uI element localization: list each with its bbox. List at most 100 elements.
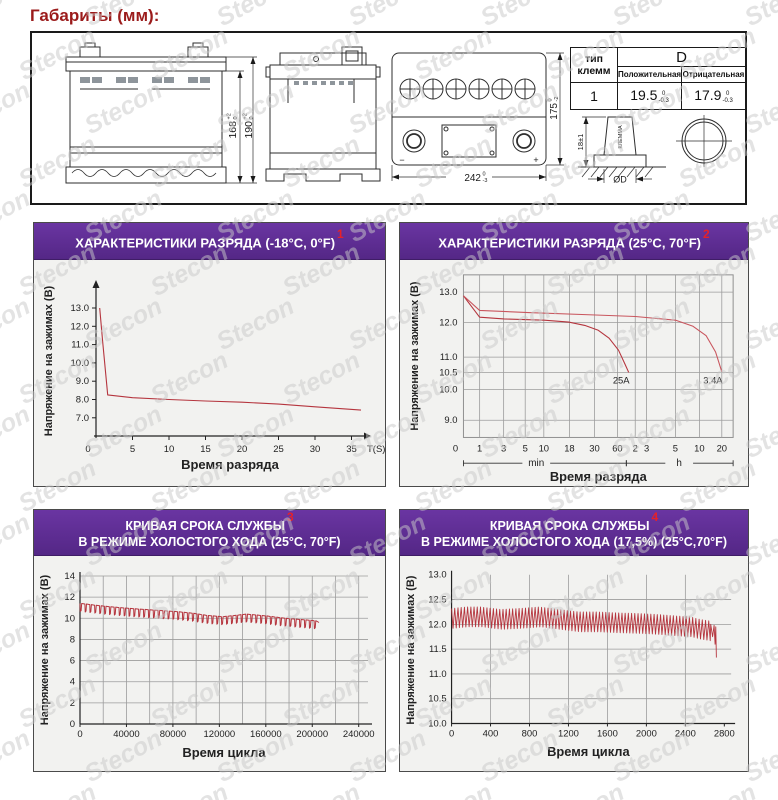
dim-175: 175 0 -2	[548, 97, 561, 120]
negative-tol-top: 0	[725, 91, 730, 98]
negative-terminal-mark: −	[399, 155, 404, 165]
unit-label: h	[676, 458, 682, 469]
tick-label: 35	[346, 444, 357, 455]
tick-label: 30	[310, 444, 321, 455]
tick-label: 12.0	[439, 317, 457, 328]
terminal-type-header: тип клемм	[570, 47, 618, 83]
chart-header-4: КРИВАЯ СРОКА СЛУЖБЫ4 В РЕЖИМЕ ХОЛОСТОГО …	[400, 510, 748, 556]
tick-label: 9.0	[76, 376, 89, 387]
chart-box-discharge-warm: ХАРАКТЕРИСТИКИ РАЗРЯДА (25°C, 70°F)2 13.…	[399, 222, 749, 487]
tick-label: 12.5	[428, 594, 446, 605]
dim-190-value: 190	[243, 121, 255, 139]
y-axis-arrow	[92, 280, 100, 288]
dim-242-tol-top: 0	[483, 172, 486, 178]
tick-label: 10	[694, 442, 704, 453]
dim-190: 190 +2 0	[243, 113, 256, 138]
watermark-text: Stecon	[740, 0, 778, 32]
series-label: 3.4A	[703, 374, 723, 385]
battery-end-view-drawing	[265, 46, 381, 182]
dim-242-tol-bot: -3	[483, 178, 488, 184]
post-label: КЛЕММА	[618, 125, 624, 149]
tick-label: 20	[717, 442, 727, 453]
tick-label: 13.0	[439, 286, 457, 297]
positive-diameter-value: 19.5 0 -0.3	[617, 82, 682, 110]
dim-168-tol-bot: 0	[233, 116, 239, 119]
x-axis-title: Время цикла	[547, 744, 630, 759]
chart-svg-discharge-cold: 13.0 12.0 11.0 10.0 9.0 8.0 7.0 5 10 15 20 25 30 35 0 T…	[43, 280, 385, 472]
tick-label: 10.0	[428, 717, 446, 728]
negative-diameter-number: 17.9	[694, 87, 722, 104]
tick-label: 12.0	[71, 321, 90, 332]
tick-label: 11.5	[429, 643, 447, 654]
plot-frame	[462, 274, 734, 438]
tick-label: 20	[237, 444, 248, 455]
tick-label: 3	[501, 442, 506, 453]
watermark-text: Stecon	[146, 778, 233, 800]
x-axis-arrow	[364, 432, 371, 440]
data-curve	[79, 603, 320, 630]
vent-slots	[80, 77, 210, 83]
tick-label: 30	[589, 442, 599, 453]
positive-tol-bot: -0.3	[658, 98, 669, 104]
dim-18-value: 18±1	[576, 134, 585, 151]
tick-label: 1600	[597, 727, 618, 738]
tick-label: 200000	[296, 729, 328, 740]
tick-label: 25	[273, 444, 284, 455]
tick-label: 11.0	[429, 668, 447, 679]
tick-label: 13.0	[71, 303, 90, 314]
negative-tol-bot: -0.3	[722, 98, 733, 104]
x-axis-title: Время разряда	[550, 469, 648, 484]
chart-title-2-text: ХАРАКТЕРИСТИКИ РАЗРЯДА (25°C, 70°F)	[438, 235, 701, 251]
dim-175-tol-top: 0	[548, 98, 554, 101]
negative-column-header: Отрицательная	[681, 66, 746, 83]
tick-label: 12.0	[428, 618, 446, 629]
tick-label: 10.5	[428, 693, 446, 704]
unit-label: min	[528, 458, 544, 469]
chart-title-4-text: КРИВАЯ СРОКА СЛУЖБЫ	[489, 519, 650, 534]
tick-label: 120000	[204, 729, 236, 740]
tick-label: 5	[673, 442, 678, 453]
tick-label: 2	[633, 442, 638, 453]
watermark-text: Stecon	[344, 0, 431, 32]
dim-190-tol-top: +2	[243, 113, 249, 119]
dim-168: 168 +2 0	[227, 113, 240, 138]
page-title: Габариты (мм):	[30, 6, 160, 25]
tick-label: 1200	[558, 727, 579, 738]
chart-box-discharge-cold: ХАРАКТЕРИСТИКИ РАЗРЯДА (-18°C, 0°F)1 13.…	[33, 222, 386, 487]
positive-tolerance: 0 -0.3	[658, 91, 668, 104]
data-curve	[463, 295, 630, 373]
chart-box-service-life-175: КРИВАЯ СРОКА СЛУЖБЫ4 В РЕЖИМЕ ХОЛОСТОГО …	[399, 509, 749, 772]
tick-label: 8	[70, 634, 75, 645]
y-axis-title: Напряжение на зажимах (В)	[405, 575, 417, 724]
tick-label: 240000	[343, 729, 375, 740]
tick-label: 5	[523, 442, 528, 453]
chart-box-service-life: КРИВАЯ СРОКА СЛУЖБЫ3 В РЕЖИМЕ ХОЛОСТОГО …	[33, 509, 386, 772]
tick-label: 18	[564, 442, 574, 453]
tick-label: 4	[70, 677, 75, 688]
tick-label: 10.5	[439, 366, 457, 377]
chart-svg-service-life: 0 40000 80000 120000 160000 200000 240000 0 2 4 6 8…	[39, 571, 375, 760]
x-axis-title: Время цикла	[182, 745, 266, 760]
tick-label: 2000	[636, 727, 657, 738]
terminal-detail-drawing: 18±1 ØD КЛЕММА	[576, 115, 732, 185]
tick-label: 80000	[160, 729, 186, 740]
dim-242: 242 0 -3	[464, 172, 487, 185]
chart-ref-2: 2	[702, 226, 710, 241]
tick-label: 2800	[714, 727, 735, 738]
dim-18: 18±1	[576, 134, 585, 151]
dim-diameter-value: ØD	[613, 175, 627, 185]
chart-subtitle-4: В РЕЖИМЕ ХОЛОСТОГО ХОДА (17,5%) (25°C,70…	[421, 535, 727, 550]
tick-label: 12	[64, 592, 75, 603]
dimensions-panel: 168 +2 0 190 +2 0	[30, 31, 747, 205]
data-curve	[463, 295, 723, 372]
dim-242-value: 242	[464, 173, 481, 184]
watermark-text: Stecon	[0, 508, 35, 572]
tick-label: 10	[164, 444, 175, 455]
chart-svg-service-life-175: 0 400 800 1200 1600 2000 2400 2800 10.0 10.5 11.0 1…	[405, 569, 736, 759]
terminal-spec-table: тип клемм D Положительная Отрицательная …	[570, 47, 746, 110]
chart-header-2: ХАРАКТЕРИСТИКИ РАЗРЯДА (25°C, 70°F)2	[400, 223, 748, 260]
watermark-text: Stecon	[542, 778, 629, 800]
tick-label: 2400	[675, 727, 696, 738]
chart-title-4: КРИВАЯ СРОКА СЛУЖБЫ4	[400, 510, 748, 535]
dim-175-value: 175	[549, 103, 560, 120]
